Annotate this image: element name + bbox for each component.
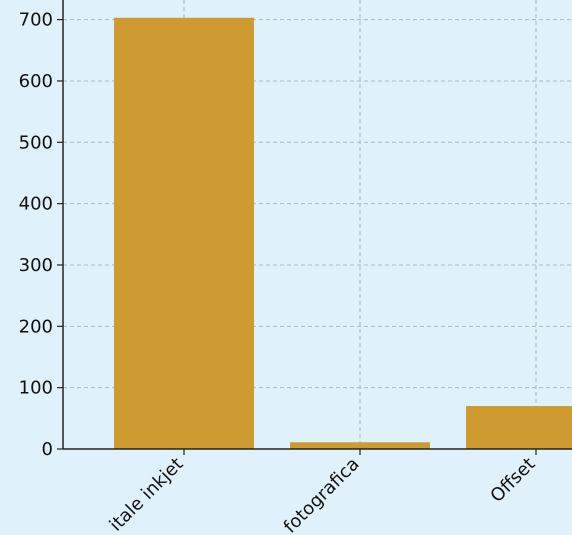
y-tick-label: 100 (19, 378, 53, 399)
bar (466, 406, 572, 449)
y-tick-label: 0 (42, 439, 53, 460)
x-tick-label: Offset (486, 454, 539, 507)
y-tick-label: 600 (19, 71, 53, 92)
y-tick-label: 400 (19, 194, 53, 215)
bar (290, 442, 430, 449)
x-tick-label: itale inkjet (106, 454, 188, 535)
x-tick-label: fotografica (280, 454, 364, 535)
y-tick-label: 700 (19, 10, 53, 31)
y-tick-label: 200 (19, 316, 53, 337)
y-tick-label: 500 (19, 132, 53, 153)
y-tick-label: 300 (19, 255, 53, 276)
bar (114, 17, 254, 450)
